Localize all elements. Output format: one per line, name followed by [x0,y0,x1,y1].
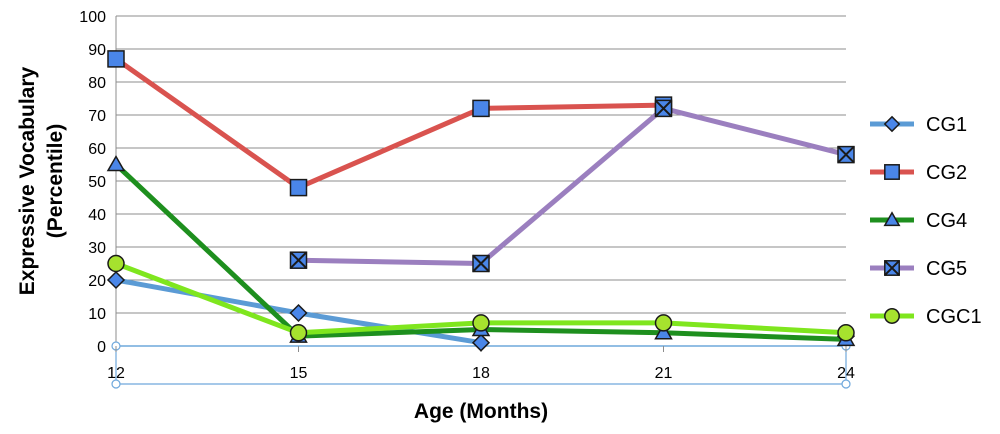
marker-cgc1-21 [654,314,673,332]
x-tick-label-24: 24 [837,365,855,382]
marker-cg5-24 [837,145,855,164]
y-tick-label-80: 80 [88,75,106,92]
y-tick-label-90: 90 [88,42,106,59]
selection-handle-3 [841,379,851,389]
marker-cg5-21-stroke-b [654,99,673,118]
x-tick-label-15: 15 [290,365,308,382]
legend-label-cg2: CG2 [926,162,967,184]
y-tick-labels: 0 10 20 30 40 50 60 70 80 90 100 [79,9,106,356]
y-tick-label-30: 30 [88,240,106,257]
legend-marker-cg5-stroke-b [884,260,900,276]
marker-cg4-21 [654,323,673,340]
marker-cgc1-18 [472,314,490,332]
marker-cgc1-12 [107,254,125,273]
y-tick-label-100: 100 [79,9,106,26]
y-tick-label-0: 0 [97,339,106,356]
series-markers [106,50,856,352]
y-tick-label-10: 10 [88,306,106,323]
series-line-cg2 [113,56,666,191]
marker-cg5-18 [472,254,490,273]
marker-cg1-15 [289,303,308,323]
y-tick-label-50: 50 [88,174,106,191]
legend-marker-cg5 [884,260,900,276]
legend: CG1 CG2 CG4 CG5 CGC1 [870,114,982,328]
marker-cgc1-15 [289,324,308,342]
x-tick-label-12: 12 [107,365,125,382]
marker-cg5-15 [289,251,308,269]
series-line-cg5 [296,105,849,266]
axis-titles: Expressive Vocabulary (Percentile) Age (… [16,66,548,423]
marker-cg5-21 [654,99,673,118]
marker-cg1-18 [471,333,491,352]
legend-label-cg1: CG1 [926,114,967,136]
marker-cg4-12 [106,154,126,172]
legend-marker-cg4 [883,211,901,227]
legend-label-cg5: CG5 [926,258,967,280]
marker-cg2-12 [107,50,125,68]
legend-label-cg4: CG4 [926,210,967,232]
selection-handle-2 [111,379,121,389]
y-tick-label-60: 60 [88,141,106,158]
marker-cg5-15-stroke-b [289,251,308,269]
marker-cg5-18-stroke-b [472,254,490,273]
marker-cg2-18 [472,99,490,118]
y-tick-label-70: 70 [88,108,106,125]
x-tick-label-18: 18 [472,365,490,382]
x-tick-labels: 12 15 18 21 24 [107,365,855,382]
marker-cg5-24-stroke-b [837,145,855,164]
y-axis-title-line1: Expressive Vocabulary [16,66,39,295]
legend-label-cgc1: CGC1 [926,306,982,328]
legend-marker-cg2 [884,164,900,180]
legend-marker-cg1 [883,115,901,133]
x-tick-label-21: 21 [655,365,673,382]
marker-cg1-12 [106,270,126,290]
legend-marker-cgc1 [884,308,900,324]
marker-cgc1-24 [837,324,855,342]
x-axis-title: Age (Months) [414,400,548,423]
y-tick-label-20: 20 [88,273,106,290]
y-axis-title-line2: (Percentile) [44,124,67,238]
y-tick-label-40: 40 [88,207,106,224]
marker-cg2-15 [289,178,308,197]
